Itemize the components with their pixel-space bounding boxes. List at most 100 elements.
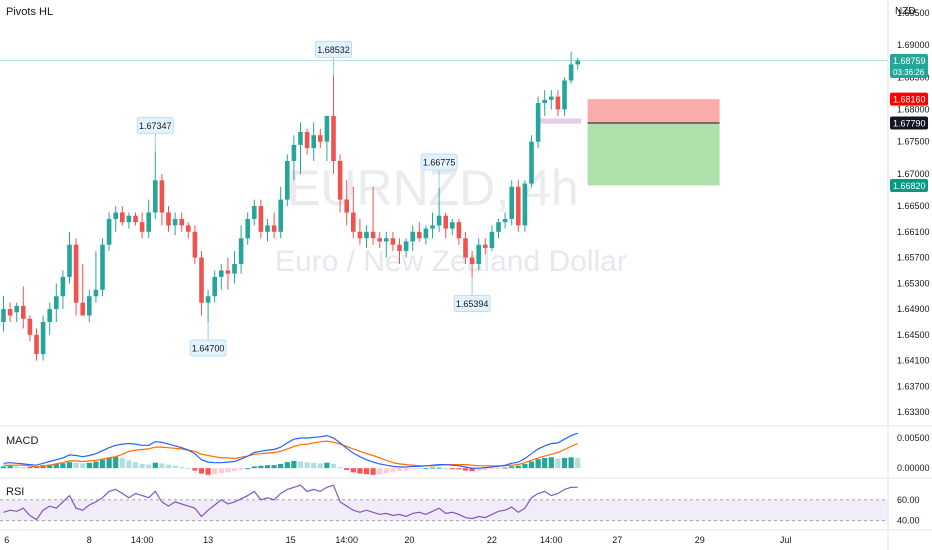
candle-body <box>271 225 277 232</box>
candle-body <box>377 238 382 242</box>
macd-title[interactable]: MACD <box>6 435 39 447</box>
macd-hist-bar <box>93 461 99 469</box>
time-axis-tick: 8 <box>87 535 92 545</box>
candle-body <box>60 276 66 297</box>
pivot-label: 1.65394 <box>456 299 489 309</box>
macd-hist-bar <box>86 462 92 469</box>
macd-hist-bar <box>106 457 112 469</box>
time-axis-tick: 14:00 <box>540 535 563 545</box>
price-axis-tick: 1.64900 <box>897 304 930 314</box>
indicator-title[interactable]: Pivots HL <box>6 6 54 18</box>
entry-price-tag-bg <box>890 116 928 130</box>
candle-body <box>1 309 6 322</box>
macd-axis-tick: 0.00500 <box>897 433 930 443</box>
last-price-tag-countdown: 03:36:26 <box>893 68 925 77</box>
macd-hist-bar <box>185 468 191 470</box>
macd-hist-bar <box>370 468 376 475</box>
time-axis-tick: 14:00 <box>335 535 358 545</box>
time-axis-tick: 22 <box>487 535 497 545</box>
candle-body <box>252 206 257 219</box>
macd-hist-bar <box>324 462 330 469</box>
price-axis-tick: 1.66100 <box>897 227 930 237</box>
watermark-name: Euro / New Zealand Dollar <box>275 245 627 278</box>
candle-body <box>403 241 409 252</box>
macd-hist-bar <box>476 468 482 471</box>
macd-hist-bar <box>509 466 515 469</box>
price-axis-tick: 1.69500 <box>897 8 930 18</box>
stop-price-tag-bg <box>890 92 928 106</box>
take-profit-zone <box>587 122 720 186</box>
candle-body <box>489 231 495 248</box>
macd-line <box>3 432 578 469</box>
rsi-title[interactable]: RSI <box>6 486 25 498</box>
candle-body <box>139 222 145 232</box>
candle-body <box>456 222 462 239</box>
rsi-axis-tick: 60.00 <box>897 495 920 505</box>
macd-hist-bar <box>14 466 20 469</box>
macd-hist-bar <box>20 466 26 469</box>
time-axis-tick: 20 <box>404 535 414 545</box>
last-price-tag-bg <box>890 54 928 79</box>
candle-body <box>172 218 178 226</box>
candle-body <box>21 305 26 319</box>
macd-hist-bar <box>198 468 205 474</box>
price-axis-tick: 1.64100 <box>897 356 930 366</box>
candle-body <box>311 135 316 149</box>
macd-hist-bar <box>535 459 541 469</box>
candle-body <box>483 244 488 248</box>
macd-hist-bar <box>278 463 284 469</box>
candle-body <box>364 231 369 239</box>
candle-body <box>542 99 547 104</box>
macd-hist-bar <box>146 464 152 469</box>
macd-hist-bar <box>462 468 469 471</box>
macd-hist-bar <box>192 468 198 471</box>
last-price-tag: 1.68759 <box>893 56 926 66</box>
macd-hist-bar <box>0 466 7 469</box>
price-axis-tick: 1.69000 <box>897 40 930 50</box>
rsi-line <box>3 484 578 521</box>
pivot-label-box <box>453 295 491 313</box>
candle-body <box>555 96 561 110</box>
target-price-tag-bg <box>890 178 928 192</box>
pivot-label-box <box>420 153 458 171</box>
rsi-axis-tick: 40.00 <box>897 516 920 526</box>
price-axis-tick: 1.64500 <box>897 330 930 340</box>
macd-hist-bar <box>73 462 79 469</box>
pivot-label: 1.67347 <box>139 121 172 131</box>
candle-body <box>205 296 211 303</box>
macd-hist-bar <box>212 468 218 475</box>
candle-body <box>225 270 231 274</box>
candle-body <box>331 115 336 161</box>
macd-hist-bar <box>271 465 277 469</box>
candle-body <box>370 231 376 239</box>
candle-body <box>496 222 501 232</box>
candle-body <box>73 244 79 303</box>
macd-group <box>0 432 581 475</box>
candle-body <box>516 186 521 226</box>
macd-hist-bar <box>350 468 356 473</box>
macd-hist-bar <box>231 468 238 472</box>
candle-body <box>436 215 442 226</box>
candle-body <box>509 186 514 219</box>
macd-axis-tick: 0.00000 <box>897 463 930 473</box>
candle-body <box>245 218 250 239</box>
marker-zone <box>538 118 581 124</box>
macd-hist-bar <box>357 468 363 474</box>
candle-body <box>476 244 481 265</box>
time-axis-tick: 6 <box>4 535 9 545</box>
macd-hist-bar <box>495 468 502 470</box>
candle-body <box>291 144 297 161</box>
candle-body <box>67 244 72 277</box>
candle-body <box>463 238 468 258</box>
macd-hist-bar <box>383 468 389 473</box>
candle-body <box>423 228 429 239</box>
macd-hist-bar <box>132 462 139 469</box>
candle-body <box>100 244 105 290</box>
candle-body <box>469 257 475 265</box>
price-axis-tick: 1.63300 <box>897 407 930 417</box>
pivot-label-box <box>315 40 352 58</box>
macd-hist-bar <box>561 457 568 469</box>
macd-hist-bar <box>489 468 495 470</box>
rsi-band <box>0 499 888 521</box>
